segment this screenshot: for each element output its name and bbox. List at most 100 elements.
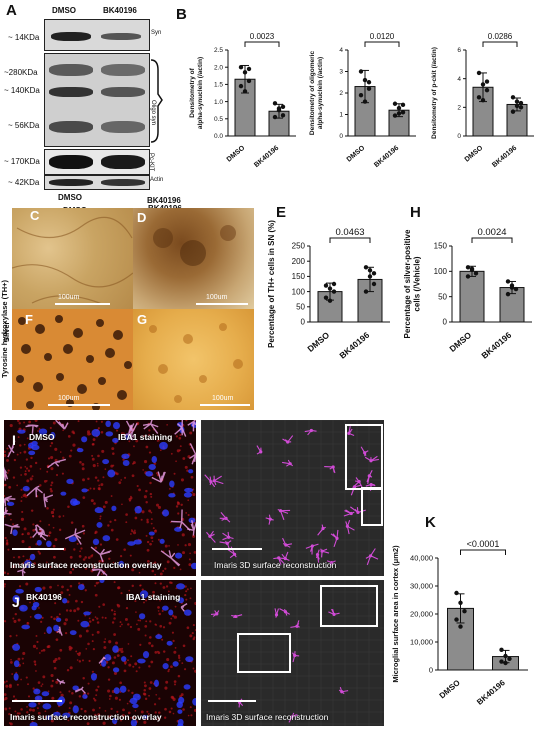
- nucleus: [133, 539, 142, 545]
- red-stain-dot: [193, 550, 196, 554]
- chart-alpha-synuclein: 0.0 0.5 1.0 1.5 2.0 2.5 Densitometry of alpha-s…: [189, 32, 296, 169]
- data-point: [462, 609, 467, 614]
- red-stain-dot: [121, 503, 123, 506]
- nucleus: [184, 487, 194, 493]
- nucleus: [83, 611, 91, 616]
- wb-label-syn: Syn: [151, 30, 162, 36]
- red-stain-dot: [25, 458, 29, 461]
- x-tick-label: BK40196: [253, 145, 280, 169]
- inset-box-i-top: [345, 424, 383, 490]
- y-tick-label: 250: [292, 242, 306, 251]
- red-stain-dot: [10, 518, 12, 521]
- red-stain-dot: [141, 588, 144, 591]
- red-stain-dot: [55, 564, 59, 568]
- red-stain-dot: [29, 601, 31, 604]
- red-stain-dot: [95, 688, 98, 692]
- microglia-process: [324, 466, 336, 474]
- red-stain-dot: [25, 676, 28, 679]
- red-stain-dot: [164, 567, 167, 570]
- red-stain-dot: [101, 449, 105, 453]
- red-stain-dot: [77, 420, 80, 423]
- red-stain-dot: [157, 606, 160, 609]
- red-stain-dot: [182, 457, 186, 460]
- red-stain-dot: [90, 563, 94, 567]
- red-stain-dot: [136, 484, 139, 488]
- red-stain-dot: [34, 663, 37, 666]
- red-stain-dot: [10, 661, 13, 664]
- red-stain-dot: [87, 642, 90, 646]
- red-stain-dot: [37, 430, 39, 432]
- microglia-overlay: [17, 561, 29, 576]
- red-stain-dot: [143, 601, 145, 604]
- red-stain-dot: [134, 709, 137, 712]
- nucleus: [168, 493, 176, 498]
- red-stain-dot: [92, 438, 96, 441]
- red-stain-dot: [186, 626, 190, 630]
- nucleus: [185, 656, 194, 663]
- chart-microglial-area: 0 10,000 20,000 30,000 40,000 Microglial surf…: [391, 539, 528, 707]
- red-stain-dot: [193, 636, 196, 639]
- red-stain-dot: [170, 452, 173, 455]
- red-stain-dot: [20, 500, 23, 503]
- microglia-process: [360, 446, 369, 457]
- red-stain-dot: [99, 543, 103, 546]
- red-stain-dot: [85, 629, 89, 633]
- red-stain-dot: [159, 624, 163, 628]
- data-point: [465, 265, 471, 270]
- red-stain-dot: [46, 480, 48, 482]
- red-stain-dot: [29, 536, 32, 539]
- red-stain-dot: [115, 641, 118, 645]
- y-tick-label: 30,000: [410, 582, 433, 591]
- nucleus: [94, 507, 104, 514]
- nucleus: [55, 617, 62, 622]
- nucleus: [192, 697, 196, 706]
- red-stain-dot: [72, 443, 76, 447]
- red-stain-dot: [20, 708, 23, 711]
- micrograph-i-recon: [201, 420, 384, 576]
- red-stain-dot: [137, 627, 141, 631]
- red-stain-dot: [45, 437, 48, 440]
- i-treatment-label: DMSO: [29, 432, 55, 442]
- red-stain-dot: [146, 710, 149, 713]
- red-stain-dot: [108, 557, 111, 560]
- red-stain-dot: [173, 615, 177, 619]
- nucleus: [66, 478, 74, 485]
- red-stain-dot: [155, 503, 160, 507]
- red-stain-dot: [107, 666, 110, 669]
- microglia-process: [282, 459, 294, 467]
- microglia-process: [366, 470, 373, 484]
- panel-label-k: K: [425, 514, 436, 531]
- nucleus: [129, 697, 138, 705]
- red-stain-dot: [180, 693, 184, 697]
- blot-syn: [44, 19, 150, 51]
- red-stain-dot: [44, 710, 47, 713]
- y-tick-label: 4: [339, 47, 343, 54]
- nucleus: [81, 436, 88, 443]
- red-stain-dot: [187, 543, 192, 547]
- red-stain-dot: [87, 477, 90, 481]
- red-stain-dot: [131, 584, 134, 588]
- y-tick-label: 2: [457, 105, 461, 112]
- y-tick-label: 50: [438, 292, 447, 301]
- red-stain-dot: [69, 701, 73, 705]
- red-stain-dot: [170, 617, 173, 620]
- data-point: [505, 279, 511, 284]
- red-stain-dot: [184, 465, 188, 469]
- red-stain-dot: [33, 600, 35, 602]
- red-stain-dot: [49, 445, 52, 447]
- red-stain-dot: [155, 693, 158, 696]
- red-stain-dot: [116, 654, 120, 658]
- red-stain-dot: [8, 712, 11, 716]
- nucleus: [21, 624, 30, 630]
- red-stain-dot: [99, 515, 102, 518]
- j-stain-label: IBA1 staining: [126, 592, 181, 602]
- red-stain-dot: [97, 581, 100, 584]
- red-stain-dot: [53, 555, 56, 559]
- nucleus: [159, 538, 165, 544]
- data-point: [272, 114, 278, 120]
- panel-label-e: E: [276, 204, 287, 221]
- red-stain-dot: [19, 444, 22, 447]
- red-stain-dot: [67, 719, 70, 722]
- red-stain-dot: [169, 487, 171, 490]
- nucleus: [68, 536, 77, 543]
